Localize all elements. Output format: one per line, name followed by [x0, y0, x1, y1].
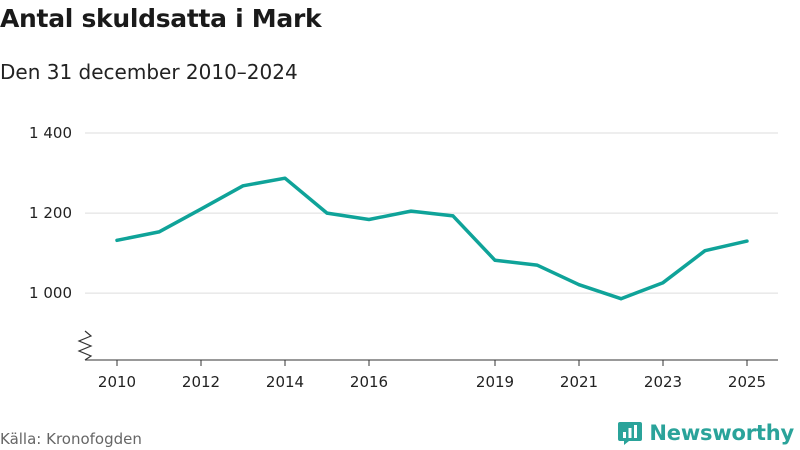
series: [115, 176, 749, 301]
data-point: [115, 238, 119, 242]
data-point: [409, 209, 413, 213]
axis-break-icon: [77, 330, 93, 361]
data-point: [367, 217, 371, 221]
data-point: [619, 297, 623, 301]
x-tick-label: 2025: [728, 373, 766, 391]
data-point: [283, 176, 287, 180]
chart-subtitle: Den 31 december 2010–2024: [0, 60, 298, 84]
x-axis-ticks: 2010 2012 2014 2016 2019 2021 2023 2025: [98, 360, 766, 391]
brand-name: Newsworthy: [649, 421, 794, 445]
x-tick-label: 2019: [476, 373, 514, 391]
chart-title: Antal skuldsatta i Mark: [0, 4, 322, 33]
x-axis: [77, 330, 778, 361]
y-tick-label: 1 200: [29, 204, 72, 222]
data-point: [199, 207, 203, 211]
x-tick-label: 2010: [98, 373, 136, 391]
x-tick-label: 2012: [182, 373, 220, 391]
y-axis-ticks: 1 000 1 200 1 400: [29, 124, 72, 302]
y-tick-label: 1 400: [29, 124, 72, 142]
series-line-0: [115, 176, 749, 301]
data-point: [661, 281, 665, 285]
x-tick-label: 2023: [644, 373, 682, 391]
x-tick-label: 2014: [266, 373, 304, 391]
data-point: [535, 263, 539, 267]
source-note: Källa: Kronofogden: [0, 430, 142, 448]
data-point: [493, 258, 497, 262]
data-point: [241, 184, 245, 188]
newsworthy-logo-icon: [618, 422, 643, 445]
brand: Newsworthy: [617, 420, 794, 446]
data-point: [451, 214, 455, 218]
data-point: [577, 283, 581, 287]
data-point: [325, 211, 329, 215]
y-tick-label: 1 000: [29, 284, 72, 302]
data-point: [157, 230, 161, 234]
data-point: [745, 239, 749, 243]
x-tick-label: 2016: [350, 373, 388, 391]
x-tick-label: 2021: [560, 373, 598, 391]
data-point: [703, 249, 707, 253]
